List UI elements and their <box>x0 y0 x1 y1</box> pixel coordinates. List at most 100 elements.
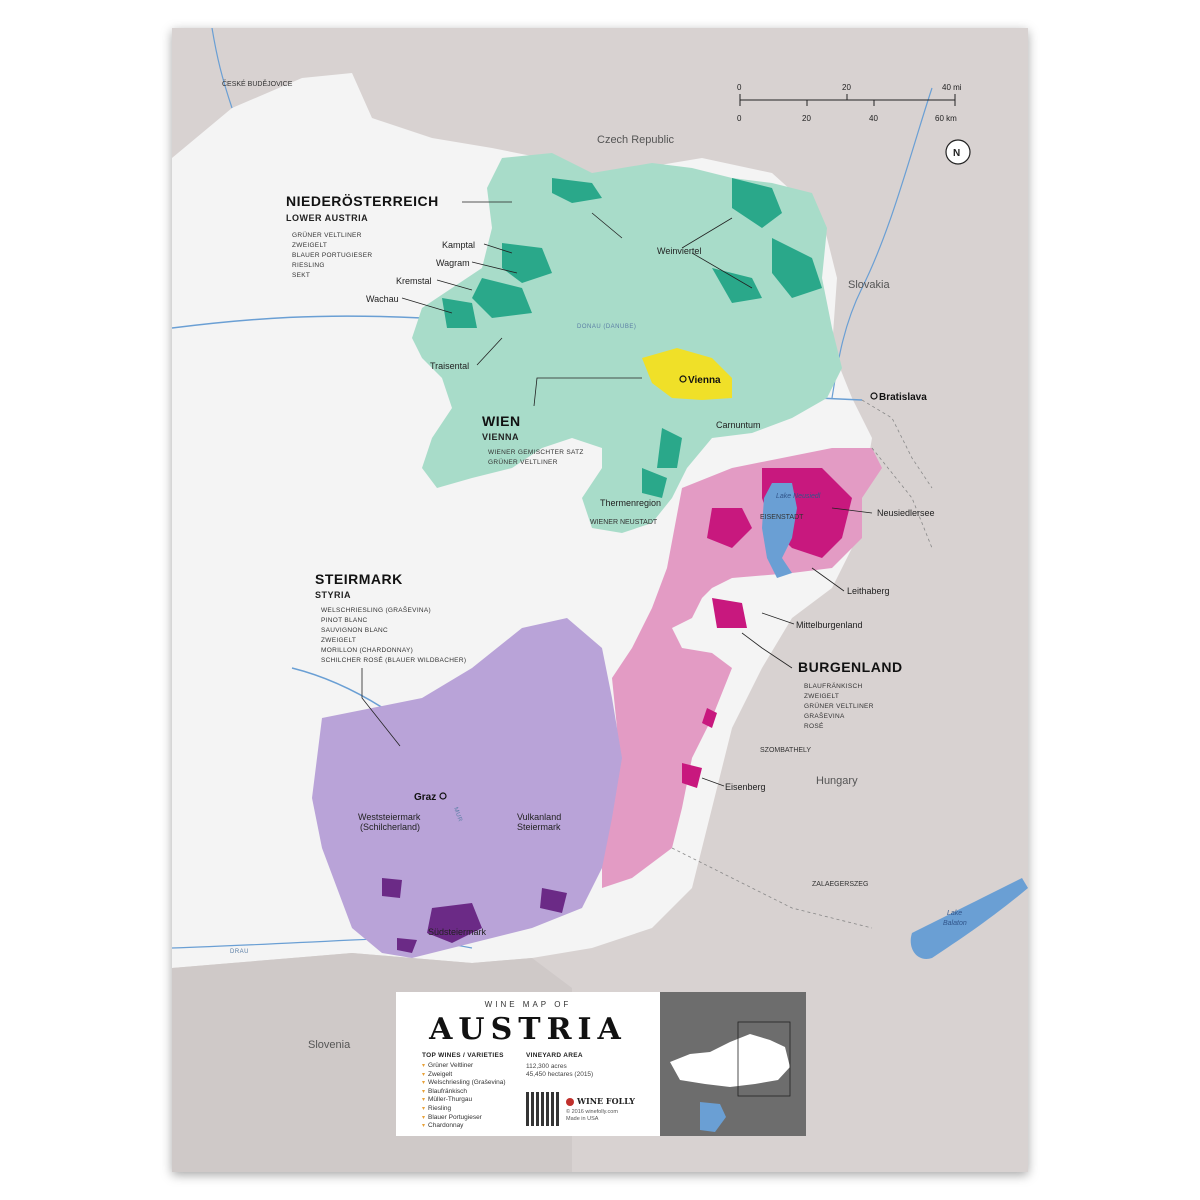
label-vulkanland-2: Steiermark <box>517 822 561 832</box>
svg-text:ZWEIGELT: ZWEIGELT <box>321 637 356 644</box>
burgenland-title: BURGENLAND <box>798 659 903 675</box>
copyright-line: © 2016 winefolly.com <box>566 1109 618 1115</box>
city-wiener-neustadt: WIENER NEUSTADT <box>590 519 658 526</box>
brand-icon <box>566 1098 574 1106</box>
svg-text:RIESLING: RIESLING <box>292 262 325 269</box>
label-wachau: Wachau <box>366 294 399 304</box>
city-szombathely: SZOMBATHELY <box>760 747 811 754</box>
top-wine-item: Welschriesling (Graševina) <box>422 1079 506 1088</box>
svg-text:GRÜNER VELTLINER: GRÜNER VELTLINER <box>804 702 874 710</box>
top-wine-item: Müller-Thurgau <box>422 1096 506 1105</box>
niederosterreich-varieties: GRÜNER VELTLINER ZWEIGELT BLAUER PORTUGI… <box>292 231 372 279</box>
svg-text:WELSCHRIESLING (GRAŠEVINA): WELSCHRIESLING (GRAŠEVINA) <box>321 605 431 614</box>
top-wines-list: Grüner Veltliner Zweigelt Welschriesling… <box>422 1062 506 1131</box>
label-weinviertel: Weinviertel <box>657 246 701 256</box>
svg-text:ZWEIGELT: ZWEIGELT <box>804 693 839 700</box>
scale-km-60: 60 km <box>935 114 957 123</box>
label-donau: DONAU (DANUBE) <box>577 324 636 330</box>
steiermark-vineyards <box>382 878 567 953</box>
svg-text:SCHILCHER ROSÉ (BLAUER WILDBAC: SCHILCHER ROSÉ (BLAUER WILDBACHER) <box>321 655 466 664</box>
city-zalaegerszeg: ZALAEGERSZEG <box>812 881 868 888</box>
made-in-line: Made in USA <box>566 1116 599 1122</box>
region-burgenland <box>602 448 882 888</box>
inset-frame <box>737 1021 791 1097</box>
north-river <box>211 28 233 109</box>
map-canvas: 0 20 40 mi 0 20 40 60 km N Czech Republi… <box>172 28 1028 1172</box>
niederosterreich-sub: LOWER AUSTRIA <box>286 213 368 223</box>
label-slovenia: Slovenia <box>308 1039 351 1051</box>
label-wagram: Wagram <box>436 258 470 268</box>
city-vienna: Vienna <box>688 375 721 386</box>
region-steiermark <box>312 618 622 958</box>
wien-varieties: WIENER GEMISCHTER SATZ GRÜNER VELTLINER <box>488 449 583 466</box>
scale-km-20: 20 <box>802 114 811 123</box>
label-eisenberg: Eisenberg <box>725 782 766 792</box>
svg-text:ZWEIGELT: ZWEIGELT <box>292 242 327 249</box>
niederosterreich-vineyards <box>442 178 822 498</box>
legend-panel: WINE MAP OF AUSTRIA TOP WINES / VARIETIE… <box>396 992 806 1136</box>
scale-km-0: 0 <box>737 114 742 123</box>
vineyard-acres: 112,300 acres <box>526 1063 567 1070</box>
border-lines <box>671 399 933 929</box>
svg-text:BLAUFRÄNKISCH: BLAUFRÄNKISCH <box>804 682 862 690</box>
vienna-marker <box>679 375 687 383</box>
svg-text:ROSÉ: ROSÉ <box>804 721 824 730</box>
subregion-labels: Kamptal Wagram Kremstal Wachau Traisenta… <box>358 240 935 937</box>
label-weststeiermark-2: (Schilcherland) <box>360 822 420 832</box>
label-thermenregion: Thermenregion <box>600 498 661 508</box>
svg-text:SEKT: SEKT <box>292 272 310 279</box>
scale-bar: 0 20 40 mi 0 20 40 60 km <box>737 83 962 123</box>
label-kremstal: Kremstal <box>396 276 432 286</box>
scale-mi-40: 40 mi <box>942 83 962 92</box>
city-ceske-budejovice: ČESKÉ BUDĚJOVICE <box>222 79 293 88</box>
label-weststeiermark-1: Weststeiermark <box>358 812 421 822</box>
wine-map-poster: 0 20 40 mi 0 20 40 60 km N Czech Republi… <box>172 28 1028 1172</box>
label-czech-republic: Czech Republic <box>597 134 675 146</box>
graz-marker <box>439 792 447 800</box>
north-arrow-icon: N <box>945 139 971 165</box>
svg-text:PINOT BLANC: PINOT BLANC <box>321 617 368 624</box>
brand-logo: WINE FOLLY <box>566 1096 635 1106</box>
svg-text:GRAŠEVINA: GRAŠEVINA <box>804 711 845 720</box>
scale-km-40: 40 <box>869 114 878 123</box>
label-drau: DRAU <box>230 949 249 955</box>
svg-text:GRÜNER VELTLINER: GRÜNER VELTLINER <box>292 231 362 239</box>
steirmark-varieties: WELSCHRIESLING (GRAŠEVINA) PINOT BLANC S… <box>321 605 466 664</box>
title-small: WINE MAP OF <box>484 1000 572 1009</box>
region-wien <box>642 348 732 400</box>
steirmark-sub: STYRIA <box>315 590 351 600</box>
top-wine-item: Blaufränkisch <box>422 1088 506 1097</box>
label-leithaberg: Leithaberg <box>847 586 890 596</box>
bratislava-marker <box>870 392 878 400</box>
inset-water <box>700 1102 726 1132</box>
top-wine-item: Grüner Veltliner <box>422 1062 506 1071</box>
top-wine-item: Riesling <box>422 1105 506 1114</box>
inset-svg <box>670 1021 791 1132</box>
wien-sub: VIENNA <box>482 432 519 442</box>
niederosterreich-title: NIEDERÖSTERREICH <box>286 193 439 209</box>
label-balaton-1: Lake <box>947 910 962 917</box>
label-neusiedlersee: Neusiedlersee <box>877 508 935 518</box>
label-sudsteiermark: Südsteiermark <box>428 927 487 937</box>
svg-text:BLAUER PORTUGIESER: BLAUER PORTUGIESER <box>292 252 372 259</box>
lake-balaton <box>910 878 1028 959</box>
vineyard-hectares: 45,450 hectares (2015) <box>526 1071 594 1078</box>
lake-neusiedl <box>762 483 797 578</box>
label-kamptal: Kamptal <box>442 240 475 250</box>
top-wine-item: Blauer Portugieser <box>422 1114 506 1123</box>
vineyard-heading: VINEYARD AREA <box>526 1052 583 1059</box>
scale-mi-0: 0 <box>737 83 742 92</box>
city-bratislava: Bratislava <box>879 392 927 403</box>
label-vulkanland-1: Vulkanland <box>517 812 561 822</box>
inset-locator-map <box>660 992 806 1136</box>
brand-name: WINE FOLLY <box>577 1096 636 1106</box>
qr-code[interactable] <box>526 1092 560 1126</box>
svg-text:N: N <box>953 148 960 159</box>
steirmark-title: STEIRMARK <box>315 571 403 587</box>
top-wine-item: Zweigelt <box>422 1071 506 1080</box>
inset-austria-shape <box>670 1034 790 1087</box>
title-austria: AUSTRIA <box>429 1012 627 1047</box>
label-mur: MUR <box>452 807 463 823</box>
label-balaton-2: Balaton <box>943 920 967 927</box>
scale-mi-20: 20 <box>842 83 851 92</box>
